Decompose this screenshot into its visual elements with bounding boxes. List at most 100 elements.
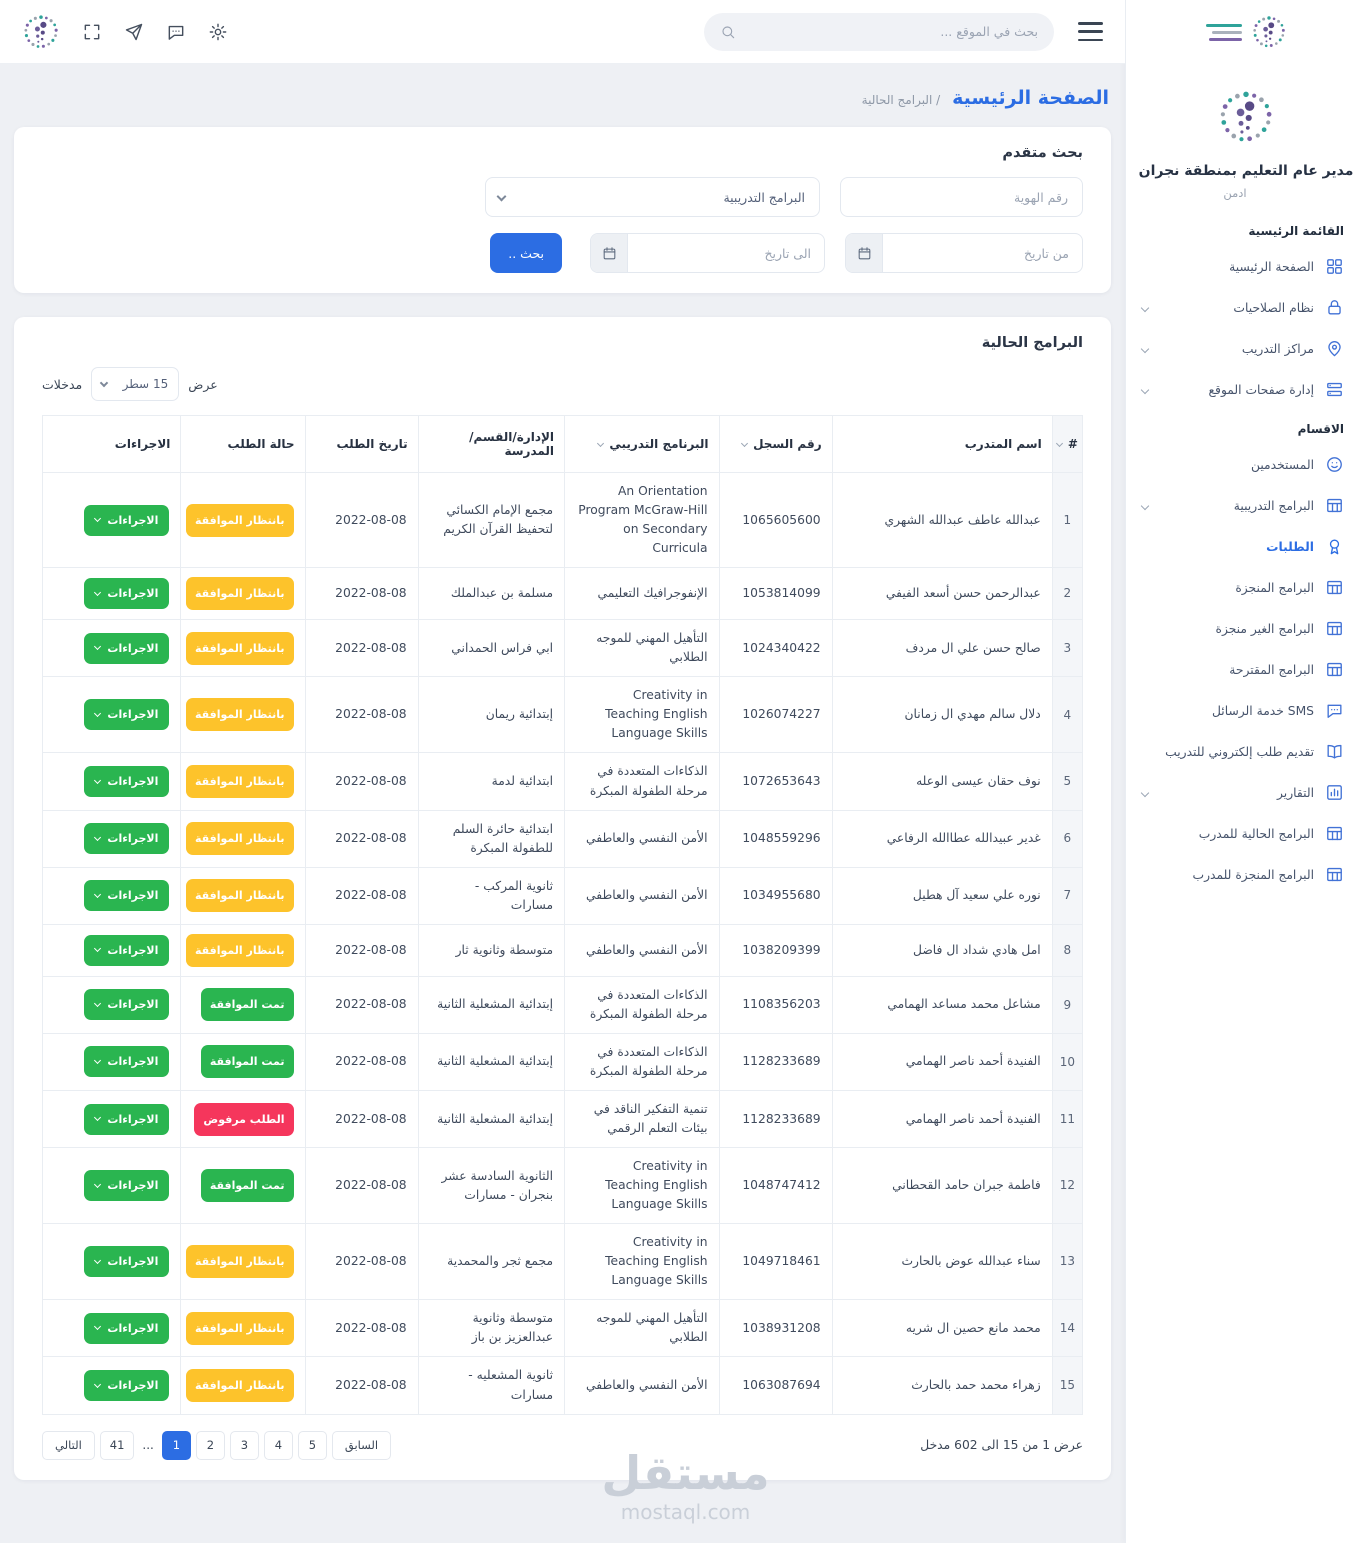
status-badge: تمت الموافقة — [200, 1169, 294, 1203]
actions-cell: الاجراءات — [41, 1356, 182, 1415]
actions-label: الاجراءات — [107, 708, 159, 722]
row-index: 13 — [1051, 1223, 1084, 1301]
to-date-input[interactable] — [628, 234, 824, 272]
calendar-icon[interactable] — [591, 234, 628, 272]
column-header[interactable]: رقم السجل — [718, 415, 833, 473]
sidebar-item-training-centers[interactable]: مراكز التدريب — [1140, 328, 1346, 369]
program-name: الأمن النفسي والعاطفي — [564, 1356, 720, 1415]
actions-cell: الاجراءات — [41, 1299, 182, 1358]
row-index: 9 — [1051, 975, 1084, 1034]
sidebar-item-users[interactable]: المستخدمين — [1140, 444, 1346, 485]
status-cell: بانتظار الموافقة — [180, 809, 306, 868]
status-cell: بانتظار الموافقة — [180, 676, 306, 754]
status-badge: بانتظار الموافقة — [185, 879, 294, 913]
chevron-down-icon — [94, 1056, 102, 1064]
sidebar-item-trainer-current-programs[interactable]: البرامج الحالية للمدرب — [1140, 813, 1346, 854]
actions-dropdown-button[interactable]: الاجراءات — [84, 823, 170, 855]
actions-dropdown-button[interactable]: الاجراءات — [84, 766, 170, 798]
status-cell: بانتظار الموافقة — [180, 1223, 306, 1301]
from-date-input[interactable] — [883, 234, 1082, 272]
actions-dropdown-button[interactable]: الاجراءات — [84, 1046, 170, 1078]
actions-dropdown-button[interactable]: الاجراءات — [84, 1103, 170, 1135]
actions-dropdown-button[interactable]: الاجراءات — [84, 699, 170, 731]
sidebar-item-suggested-programs[interactable]: البرامج المقترحة — [1140, 649, 1346, 690]
sidebar-item-trainer-completed-programs[interactable]: البرامج المنجزة للمدرب — [1140, 854, 1346, 895]
row-index: 10 — [1051, 1032, 1084, 1091]
sidebar-item-online-training-request[interactable]: تقديم طلب إلكتروني للتدريب — [1140, 731, 1346, 772]
fullscreen-icon[interactable] — [82, 22, 102, 42]
topbar-end-group — [22, 13, 228, 51]
pagination-page[interactable]: 4 — [263, 1430, 293, 1460]
sidebar-item-completed-programs[interactable]: البرامج المنجزة — [1140, 567, 1346, 608]
page-title[interactable]: الصفحة الرئيسية — [952, 87, 1109, 109]
send-icon[interactable] — [124, 22, 144, 42]
menu-toggle-icon[interactable] — [1078, 22, 1103, 41]
sidebar-item-reports[interactable]: التقارير — [1140, 772, 1346, 813]
row-index: 5 — [1051, 752, 1084, 811]
program-name: الذكاءات المتعددة في مرحلة الطفولة المبك… — [564, 1032, 720, 1091]
column-header[interactable]: # — [1051, 415, 1084, 473]
status-badge: بانتظار الموافقة — [185, 933, 294, 967]
actions-dropdown-button[interactable]: الاجراءات — [84, 989, 170, 1021]
sidebar-item-training-programs[interactable]: البرامج التدريبية — [1140, 485, 1346, 526]
lock-icon — [1325, 298, 1344, 317]
actions-dropdown-button[interactable]: الاجراءات — [84, 934, 170, 966]
gear-icon[interactable] — [208, 22, 228, 42]
actions-label: الاجراءات — [107, 1179, 159, 1193]
pagination-page[interactable]: 1 — [161, 1430, 191, 1460]
school-name: إبتدائية المشعلية الثانية — [417, 975, 566, 1034]
sidebar-item-sms-service[interactable]: SMS خدمة الرسائل — [1140, 690, 1346, 731]
actions-label: الاجراءات — [107, 1321, 159, 1335]
site-search-input[interactable] — [746, 24, 1038, 39]
status-cell: بانتظار الموافقة — [180, 923, 306, 977]
row-index: 7 — [1051, 866, 1084, 925]
search-button[interactable]: بحث .. — [490, 233, 562, 273]
training-programs-select[interactable]: البرامج التدريبية — [485, 177, 820, 217]
program-name: الأمن النفسي والعاطفي — [564, 923, 720, 977]
pagination-prev[interactable]: السابق — [331, 1430, 392, 1460]
calendar-icon[interactable] — [846, 234, 883, 272]
trainee-name: عبدالله عاطف عبدالله الشهري — [831, 471, 1053, 569]
chevron-down-icon — [1140, 501, 1150, 510]
school-name: إبتدائية المشعلية الثانية — [417, 1089, 566, 1149]
school-name: ثانوية المركب - مسارات — [417, 866, 566, 925]
sidebar-item-requests[interactable]: الطلبات — [1140, 526, 1346, 567]
actions-dropdown-button[interactable]: الاجراءات — [84, 1170, 170, 1202]
pagination-page[interactable]: 2 — [195, 1430, 225, 1460]
pagination-page[interactable]: 5 — [297, 1430, 327, 1460]
school-name: مجمع ثجر والمحمدية — [417, 1223, 566, 1301]
pagination-page[interactable]: 41 — [99, 1430, 135, 1460]
pagination-page[interactable]: 3 — [229, 1430, 259, 1460]
request-date: 2022-08-08 — [304, 619, 419, 678]
sidebar-item-permissions[interactable]: نظام الصلاحيات — [1140, 287, 1346, 328]
record-number: 1108356203 — [718, 975, 833, 1034]
actions-dropdown-button[interactable]: الاجراءات — [84, 578, 170, 610]
request-date: 2022-08-08 — [304, 809, 419, 868]
actions-dropdown-button[interactable]: الاجراءات — [84, 1246, 170, 1278]
school-name: إبتدائية ريمان — [417, 676, 566, 754]
chat-icon[interactable] — [166, 22, 186, 42]
pagination-next[interactable]: التالي — [42, 1430, 95, 1460]
sidebar-item-label: البرامج التدريبية — [1233, 498, 1314, 513]
column-header[interactable]: البرنامج التدريبي — [564, 415, 720, 473]
actions-cell: الاجراءات — [41, 975, 182, 1034]
row-index: 12 — [1051, 1147, 1084, 1225]
id-number-input[interactable] — [840, 177, 1083, 217]
page-length-select[interactable]: 15 سطر — [91, 367, 180, 401]
sidebar-item-home[interactable]: الصفحة الرئيسية — [1140, 246, 1346, 287]
actions-dropdown-button[interactable]: الاجراءات — [84, 1370, 170, 1401]
actions-dropdown-button[interactable]: الاجراءات — [84, 632, 170, 664]
record-number: 1048747412 — [718, 1147, 833, 1225]
trainee-name: نوره علي سعيد آل هطيل — [831, 866, 1053, 925]
chevron-down-icon — [94, 999, 102, 1007]
sidebar-item-site-pages[interactable]: إدارة صفحات الموقع — [1140, 369, 1346, 410]
actions-dropdown-button[interactable]: الاجراءات — [84, 1312, 170, 1344]
advanced-search-card: بحث متقدم البرامج التدريبية — [14, 127, 1111, 293]
actions-dropdown-button[interactable]: الاجراءات — [84, 504, 170, 536]
trainee-name: الفنيدة أحمد ناصر الهمامي — [831, 1089, 1053, 1149]
sidebar-item-incomplete-programs[interactable]: البرامج الغير منجزة — [1140, 608, 1346, 649]
programs-table: # اسم المتدرب رقم السجل البرنامج التدريبي ال… — [41, 415, 1084, 1415]
actions-dropdown-button[interactable]: الاجراءات — [84, 880, 170, 912]
table-body: 1 عبدالله عاطف عبدالله الشهري 1065605600 An… — [41, 471, 1084, 1415]
